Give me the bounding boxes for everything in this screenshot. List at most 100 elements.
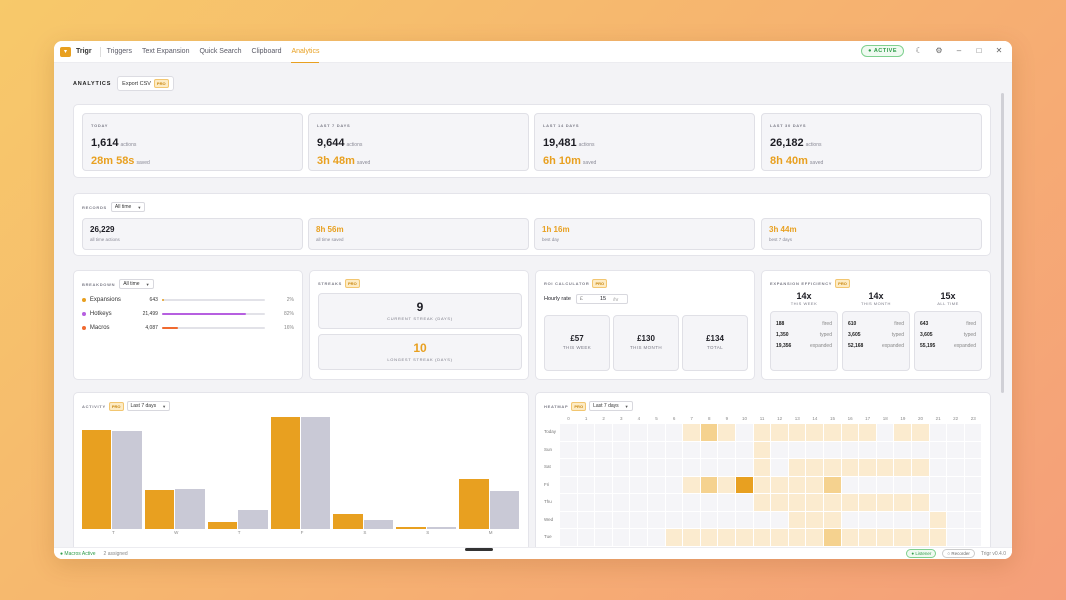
heatmap-cell[interactable]: [630, 529, 647, 546]
heatmap-cell[interactable]: [964, 494, 982, 511]
heatmap-cell[interactable]: [560, 529, 577, 546]
heatmap-cell[interactable]: [612, 459, 630, 476]
heatmap-cell[interactable]: [824, 529, 841, 546]
close-icon[interactable]: ✕: [995, 46, 1003, 55]
heatmap-cell[interactable]: [788, 494, 806, 511]
heatmap-cell[interactable]: [665, 441, 683, 458]
heatmap-cell[interactable]: [806, 529, 823, 546]
heatmap-cell[interactable]: [876, 441, 894, 458]
heatmap-cell[interactable]: [683, 529, 700, 546]
gear-icon[interactable]: ⚙: [935, 46, 943, 55]
heatmap-cell[interactable]: [665, 424, 683, 441]
heatmap-cell[interactable]: [929, 424, 947, 441]
heatmap-cell[interactable]: [595, 424, 612, 441]
heatmap-cell[interactable]: [700, 476, 718, 493]
heatmap-cell[interactable]: [683, 459, 700, 476]
heatmap-cell[interactable]: [929, 441, 947, 458]
heatmap-cell[interactable]: [824, 511, 841, 528]
heatmap-cell[interactable]: [876, 424, 894, 441]
heatmap-cell[interactable]: [753, 459, 771, 476]
active-status-badge[interactable]: ● ACTIVE: [861, 45, 904, 57]
heatmap-cell[interactable]: [964, 441, 982, 458]
heatmap-cell[interactable]: [771, 424, 788, 441]
heatmap-cell[interactable]: [560, 476, 577, 493]
heatmap-cell[interactable]: [612, 441, 630, 458]
scrollbar[interactable]: [1001, 93, 1004, 393]
heatmap-cell[interactable]: [788, 511, 806, 528]
heatmap-cell[interactable]: [665, 476, 683, 493]
heatmap-cell[interactable]: [912, 494, 929, 511]
heatmap-cell[interactable]: [841, 494, 859, 511]
heatmap-cell[interactable]: [595, 459, 612, 476]
heatmap-cell[interactable]: [595, 441, 612, 458]
heatmap-cell[interactable]: [859, 494, 876, 511]
heatmap-cell[interactable]: [947, 511, 964, 528]
heatmap-cell[interactable]: [841, 511, 859, 528]
heatmap-cell[interactable]: [912, 476, 929, 493]
heatmap-cell[interactable]: [841, 476, 859, 493]
heatmap-cell[interactable]: [577, 476, 595, 493]
heatmap-cell[interactable]: [665, 529, 683, 546]
heatmap-cell[interactable]: [947, 441, 964, 458]
heatmap-cell[interactable]: [841, 441, 859, 458]
heatmap-cell[interactable]: [700, 424, 718, 441]
heatmap-cell[interactable]: [824, 424, 841, 441]
heatmap-cell[interactable]: [577, 441, 595, 458]
heatmap-cell[interactable]: [736, 494, 753, 511]
heatmap-cell[interactable]: [595, 511, 612, 528]
minimize-icon[interactable]: –: [956, 46, 962, 55]
heatmap-cell[interactable]: [630, 511, 647, 528]
heatmap-cell[interactable]: [894, 494, 911, 511]
heatmap-cell[interactable]: [736, 476, 753, 493]
heatmap-cell[interactable]: [753, 529, 771, 546]
heatmap-cell[interactable]: [964, 529, 982, 546]
heatmap-cell[interactable]: [876, 476, 894, 493]
heatmap-cell[interactable]: [630, 424, 647, 441]
heatmap-cell[interactable]: [894, 476, 911, 493]
heatmap-cell[interactable]: [947, 424, 964, 441]
heatmap-cell[interactable]: [683, 441, 700, 458]
heatmap-cell[interactable]: [577, 529, 595, 546]
heatmap-cell[interactable]: [718, 441, 735, 458]
export-csv-button[interactable]: Export CSV PRO: [117, 76, 174, 91]
tab-quick-search[interactable]: Quick Search: [199, 47, 242, 55]
heatmap-cell[interactable]: [806, 424, 823, 441]
heatmap-cell[interactable]: [876, 511, 894, 528]
heatmap-cell[interactable]: [947, 459, 964, 476]
heatmap-cell[interactable]: [753, 511, 771, 528]
breakdown-filter-select[interactable]: All time ▼: [119, 279, 154, 289]
heatmap-cell[interactable]: [824, 441, 841, 458]
heatmap-cell[interactable]: [648, 511, 665, 528]
heatmap-cell[interactable]: [947, 494, 964, 511]
heatmap-cell[interactable]: [806, 476, 823, 493]
heatmap-cell[interactable]: [700, 441, 718, 458]
heatmap-cell[interactable]: [806, 511, 823, 528]
heatmap-cell[interactable]: [824, 494, 841, 511]
heatmap-cell[interactable]: [700, 459, 718, 476]
heatmap-cell[interactable]: [577, 511, 595, 528]
heatmap-cell[interactable]: [665, 494, 683, 511]
heatmap-cell[interactable]: [894, 511, 911, 528]
heatmap-cell[interactable]: [683, 476, 700, 493]
heatmap-cell[interactable]: [947, 476, 964, 493]
heatmap-cell[interactable]: [753, 441, 771, 458]
heatmap-cell[interactable]: [612, 511, 630, 528]
heatmap-cell[interactable]: [894, 529, 911, 546]
heatmap-cell[interactable]: [595, 494, 612, 511]
heatmap-cell[interactable]: [824, 459, 841, 476]
heatmap-cell[interactable]: [577, 459, 595, 476]
heatmap-cell[interactable]: [630, 476, 647, 493]
heatmap-cell[interactable]: [612, 424, 630, 441]
heatmap-cell[interactable]: [577, 494, 595, 511]
heatmap-cell[interactable]: [876, 494, 894, 511]
hourly-rate-input[interactable]: £ 15 /hr: [575, 294, 628, 304]
heatmap-filter-select[interactable]: Last 7 days ▼: [589, 401, 633, 411]
heatmap-cell[interactable]: [894, 459, 911, 476]
heatmap-cell[interactable]: [718, 494, 735, 511]
heatmap-cell[interactable]: [929, 494, 947, 511]
records-filter-select[interactable]: All time ▼: [110, 202, 146, 212]
heatmap-cell[interactable]: [612, 476, 630, 493]
heatmap-cell[interactable]: [648, 476, 665, 493]
heatmap-cell[interactable]: [665, 511, 683, 528]
heatmap-cell[interactable]: [841, 424, 859, 441]
